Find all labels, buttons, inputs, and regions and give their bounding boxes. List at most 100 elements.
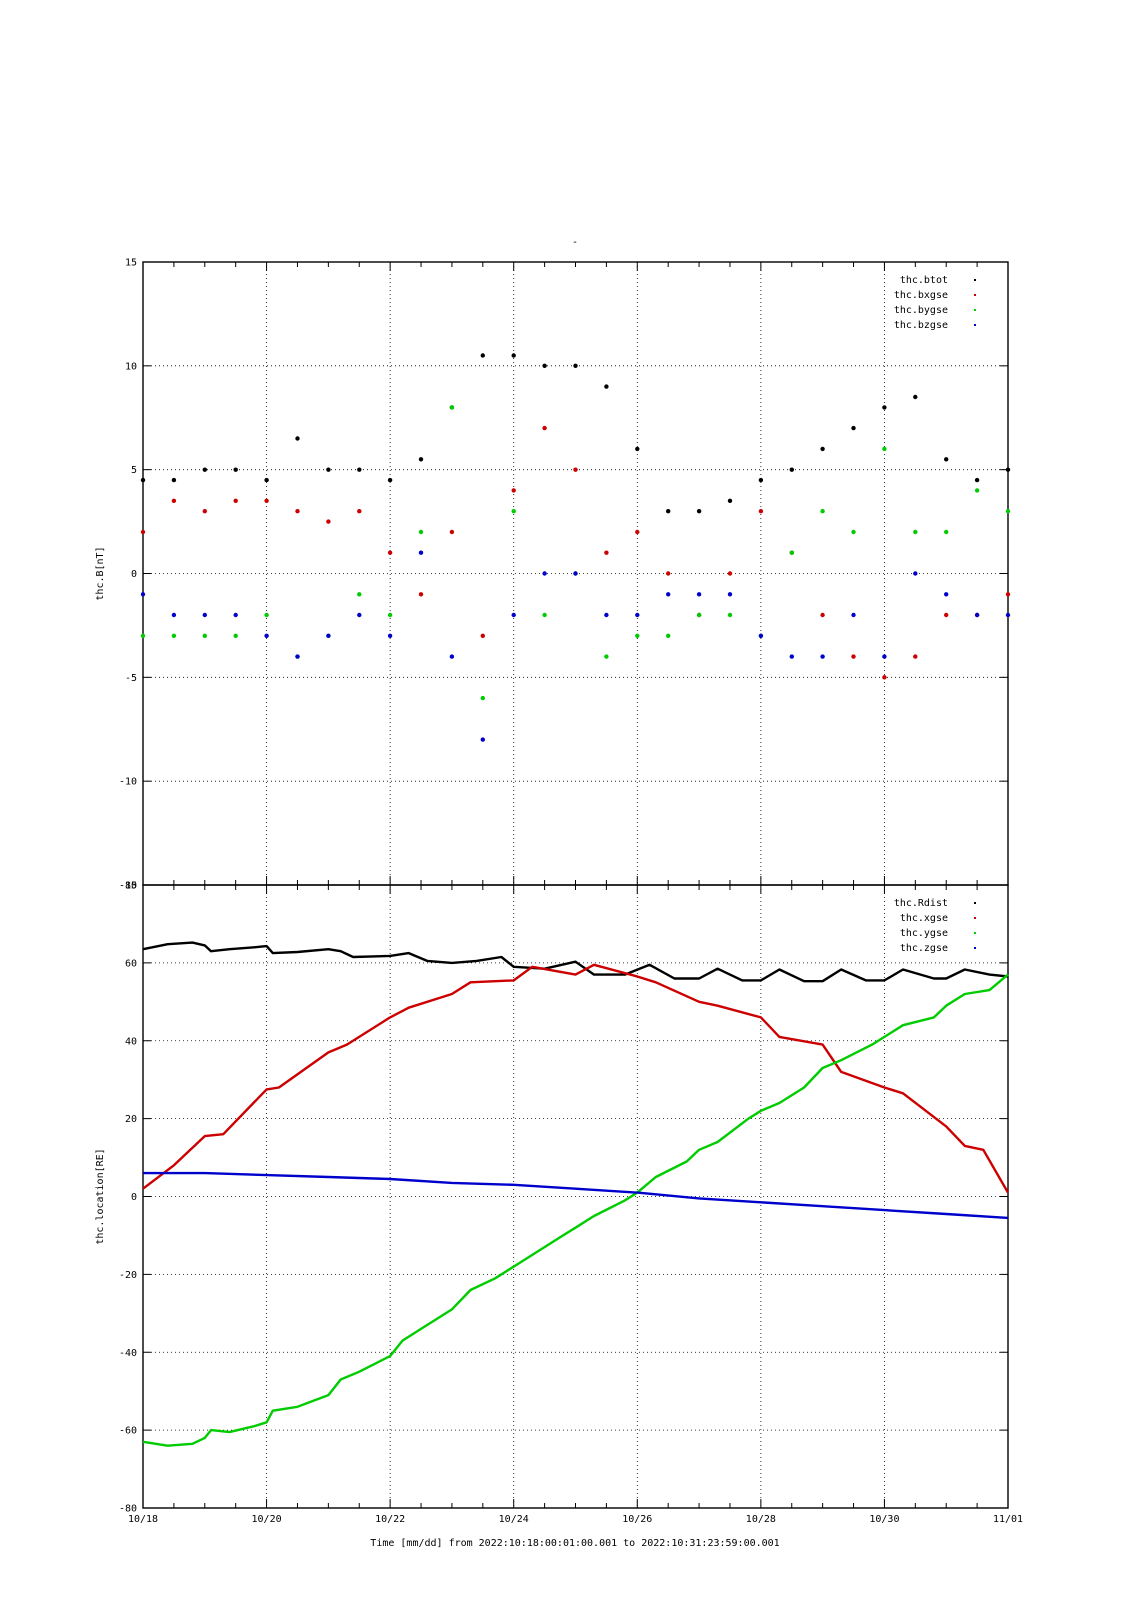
data-point bbox=[851, 654, 856, 659]
data-point bbox=[882, 654, 887, 659]
data-point bbox=[635, 446, 640, 452]
data-point bbox=[573, 363, 578, 368]
legend-swatch bbox=[974, 279, 976, 281]
data-point bbox=[820, 612, 825, 618]
x-tick-label: 10/24 bbox=[499, 1514, 529, 1525]
data-point bbox=[944, 457, 949, 462]
data-point bbox=[789, 654, 794, 659]
data-point bbox=[511, 612, 516, 618]
data-point bbox=[1005, 467, 1011, 472]
y-axis-title: thc.B[nT] bbox=[95, 546, 106, 600]
data-point bbox=[326, 467, 331, 472]
legend-swatch bbox=[974, 324, 976, 326]
data-point bbox=[140, 477, 146, 483]
data-point bbox=[604, 384, 609, 389]
data-point bbox=[264, 477, 269, 483]
data-point bbox=[604, 550, 609, 555]
series-line bbox=[142, 963, 1010, 1194]
legend-swatch bbox=[974, 947, 976, 949]
data-point bbox=[789, 550, 794, 555]
x-tick-label: 10/18 bbox=[128, 1514, 158, 1525]
data-point bbox=[758, 509, 764, 514]
y-tick-label: 20 bbox=[125, 1114, 137, 1125]
data-point bbox=[635, 529, 640, 535]
data-point bbox=[758, 633, 764, 638]
legend-entry-label: thc.Rdist bbox=[894, 898, 948, 909]
y-tick-label: 15 bbox=[125, 258, 137, 269]
data-point bbox=[696, 612, 702, 618]
data-point bbox=[913, 571, 918, 576]
y-tick-label: -40 bbox=[119, 1348, 137, 1359]
data-point bbox=[789, 467, 794, 472]
data-point bbox=[357, 592, 362, 597]
data-point bbox=[944, 592, 949, 597]
data-point bbox=[913, 394, 918, 400]
data-point bbox=[944, 529, 949, 535]
data-point bbox=[480, 633, 485, 638]
data-point bbox=[666, 633, 671, 638]
data-point bbox=[666, 592, 671, 597]
data-point bbox=[882, 675, 887, 680]
magnetic-field-panel: 15 10 5 0 -5 -10 -15 thc.B[nT] thc.btot thc.bxgse… bbox=[95, 258, 1011, 892]
data-point bbox=[696, 592, 702, 597]
y-tick-label: 10 bbox=[125, 361, 137, 372]
data-point bbox=[542, 612, 547, 618]
data-point bbox=[295, 436, 300, 441]
y-axis-title: thc.location[RE] bbox=[95, 1148, 106, 1244]
y-tick-label: -10 bbox=[119, 777, 137, 788]
data-point bbox=[1005, 592, 1011, 597]
data-point bbox=[171, 498, 177, 503]
data-point bbox=[974, 477, 980, 483]
data-point bbox=[944, 612, 949, 618]
data-point bbox=[202, 509, 207, 514]
data-point bbox=[264, 612, 269, 618]
data-point bbox=[449, 529, 455, 535]
legend-swatch bbox=[974, 932, 976, 934]
data-point bbox=[418, 550, 424, 555]
x-tick-label: 10/28 bbox=[746, 1514, 776, 1525]
legend-entry-label: thc.bzgse bbox=[894, 320, 948, 331]
data-point bbox=[171, 477, 177, 483]
y-tick-label: 0 bbox=[131, 1192, 137, 1203]
data-point bbox=[480, 737, 485, 742]
data-point bbox=[758, 477, 764, 483]
data-point bbox=[542, 571, 547, 576]
data-point bbox=[604, 654, 609, 659]
data-point bbox=[1005, 509, 1011, 514]
y-tick-label: -20 bbox=[119, 1270, 137, 1281]
y-tick-label: -80 bbox=[119, 1504, 137, 1515]
data-point bbox=[387, 477, 393, 483]
data-point bbox=[326, 633, 331, 638]
legend-entry-label: thc.xgse bbox=[900, 913, 948, 924]
legend-swatch bbox=[974, 294, 976, 296]
data-point bbox=[573, 571, 578, 576]
data-point bbox=[171, 633, 177, 638]
x-tick-label: 10/22 bbox=[375, 1514, 405, 1525]
data-point bbox=[418, 529, 424, 535]
data-point bbox=[480, 353, 485, 358]
series-line bbox=[142, 941, 1009, 983]
data-point bbox=[851, 425, 856, 431]
data-point bbox=[604, 612, 609, 618]
x-tick-label: 10/30 bbox=[869, 1514, 899, 1525]
data-point bbox=[913, 654, 918, 659]
chart-title: - bbox=[572, 237, 578, 248]
legend-swatch bbox=[974, 917, 976, 919]
legend-entry-label: thc.bxgse bbox=[894, 290, 948, 301]
data-point bbox=[882, 446, 887, 452]
y-tick-label: -5 bbox=[125, 673, 137, 684]
x-tick-label: 10/26 bbox=[622, 1514, 652, 1525]
data-point bbox=[140, 529, 146, 535]
data-point bbox=[666, 509, 671, 514]
data-point bbox=[913, 529, 918, 535]
data-point bbox=[295, 654, 300, 659]
legend-entry-label: thc.ygse bbox=[900, 928, 948, 939]
data-point bbox=[387, 550, 393, 555]
series-line bbox=[143, 1171, 1009, 1220]
data-point bbox=[727, 592, 733, 597]
data-point bbox=[357, 509, 362, 514]
data-point bbox=[387, 612, 393, 618]
data-point bbox=[418, 592, 424, 597]
data-point bbox=[264, 633, 269, 638]
data-point bbox=[357, 467, 362, 472]
